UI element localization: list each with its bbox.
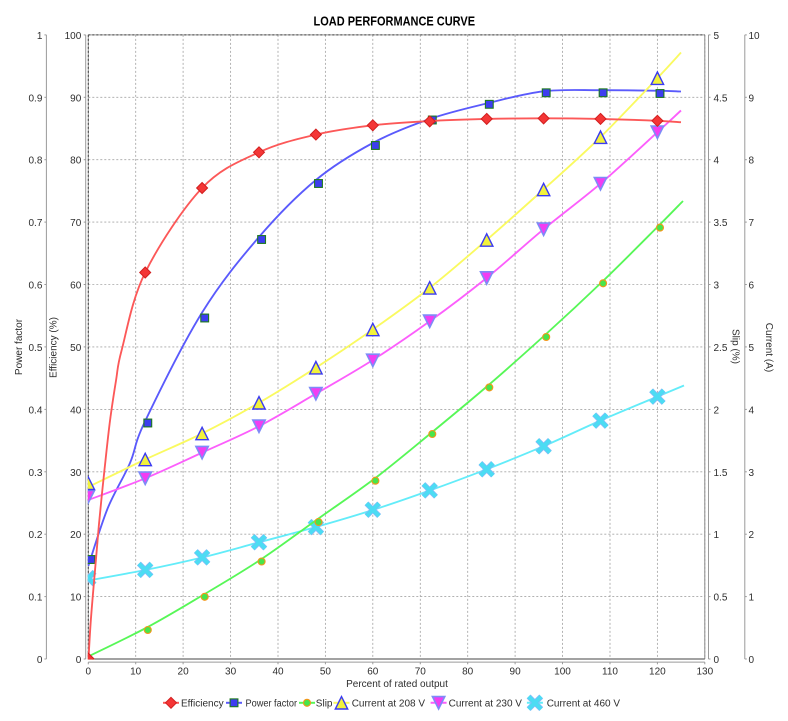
svg-text:Current (A): Current (A) <box>763 323 774 372</box>
svg-text:10: 10 <box>70 593 82 604</box>
svg-text:20: 20 <box>70 530 82 541</box>
svg-text:Slip (%): Slip (%) <box>729 329 740 364</box>
svg-text:50: 50 <box>320 666 332 677</box>
svg-text:0.4: 0.4 <box>28 405 42 416</box>
svg-text:0.5: 0.5 <box>714 593 728 604</box>
svg-text:30: 30 <box>70 468 82 479</box>
svg-text:Power factor: Power factor <box>246 699 298 710</box>
svg-text:120: 120 <box>649 666 666 677</box>
svg-text:1: 1 <box>37 31 43 42</box>
svg-text:20: 20 <box>178 666 190 677</box>
svg-text:4.5: 4.5 <box>714 93 728 104</box>
svg-text:130: 130 <box>696 666 713 677</box>
svg-text:60: 60 <box>367 666 379 677</box>
svg-text:Power factor: Power factor <box>14 318 25 375</box>
svg-text:Current at 460 V: Current at 460 V <box>547 699 621 710</box>
svg-text:10: 10 <box>749 31 761 42</box>
svg-text:70: 70 <box>415 666 427 677</box>
svg-text:40: 40 <box>70 405 82 416</box>
svg-text:2.5: 2.5 <box>714 343 728 354</box>
svg-text:100: 100 <box>65 31 82 42</box>
svg-text:1: 1 <box>714 530 720 541</box>
svg-text:Efficiency: Efficiency <box>181 699 224 710</box>
svg-text:0: 0 <box>37 655 43 666</box>
svg-text:30: 30 <box>225 666 237 677</box>
svg-text:3: 3 <box>749 468 755 479</box>
svg-text:0: 0 <box>714 655 720 666</box>
svg-text:1.5: 1.5 <box>714 468 728 479</box>
svg-text:Current at 230 V: Current at 230 V <box>449 699 523 710</box>
svg-text:2: 2 <box>714 405 720 416</box>
svg-text:2: 2 <box>749 530 755 541</box>
svg-text:Current at 208 V: Current at 208 V <box>352 699 426 710</box>
svg-text:5: 5 <box>749 343 755 354</box>
svg-text:50: 50 <box>70 343 82 354</box>
svg-text:0.1: 0.1 <box>28 593 42 604</box>
svg-text:90: 90 <box>510 666 522 677</box>
svg-text:90: 90 <box>70 93 82 104</box>
svg-text:Slip: Slip <box>316 699 333 710</box>
svg-text:5: 5 <box>714 31 720 42</box>
svg-text:100: 100 <box>554 666 571 677</box>
svg-text:70: 70 <box>70 218 82 229</box>
svg-text:110: 110 <box>602 666 618 677</box>
svg-text:10: 10 <box>130 666 142 677</box>
svg-text:6: 6 <box>749 281 755 292</box>
svg-text:LOAD PERFORMANCE CURVE: LOAD PERFORMANCE CURVE <box>314 13 476 28</box>
svg-text:Percent of rated output: Percent of rated output <box>346 679 448 690</box>
svg-text:0: 0 <box>749 655 755 666</box>
svg-text:0.2: 0.2 <box>28 530 42 541</box>
svg-text:0.9: 0.9 <box>28 93 42 104</box>
svg-text:Efficiency (%): Efficiency (%) <box>49 317 60 378</box>
svg-text:0.6: 0.6 <box>28 281 42 292</box>
svg-text:9: 9 <box>749 93 755 104</box>
svg-text:80: 80 <box>462 666 474 677</box>
svg-text:0: 0 <box>76 655 82 666</box>
svg-text:1: 1 <box>749 593 755 604</box>
svg-text:0.3: 0.3 <box>28 468 42 479</box>
svg-text:3: 3 <box>714 281 720 292</box>
svg-text:3.5: 3.5 <box>714 218 728 229</box>
svg-text:4: 4 <box>714 156 720 167</box>
svg-text:0.8: 0.8 <box>28 156 42 167</box>
svg-text:0.7: 0.7 <box>28 218 42 229</box>
svg-text:7: 7 <box>749 218 755 229</box>
svg-text:80: 80 <box>70 156 82 167</box>
svg-text:0.5: 0.5 <box>28 343 42 354</box>
svg-text:4: 4 <box>749 405 755 416</box>
svg-text:8: 8 <box>749 156 755 167</box>
svg-text:40: 40 <box>272 666 284 677</box>
svg-text:60: 60 <box>70 281 82 292</box>
svg-text:0: 0 <box>86 666 92 677</box>
